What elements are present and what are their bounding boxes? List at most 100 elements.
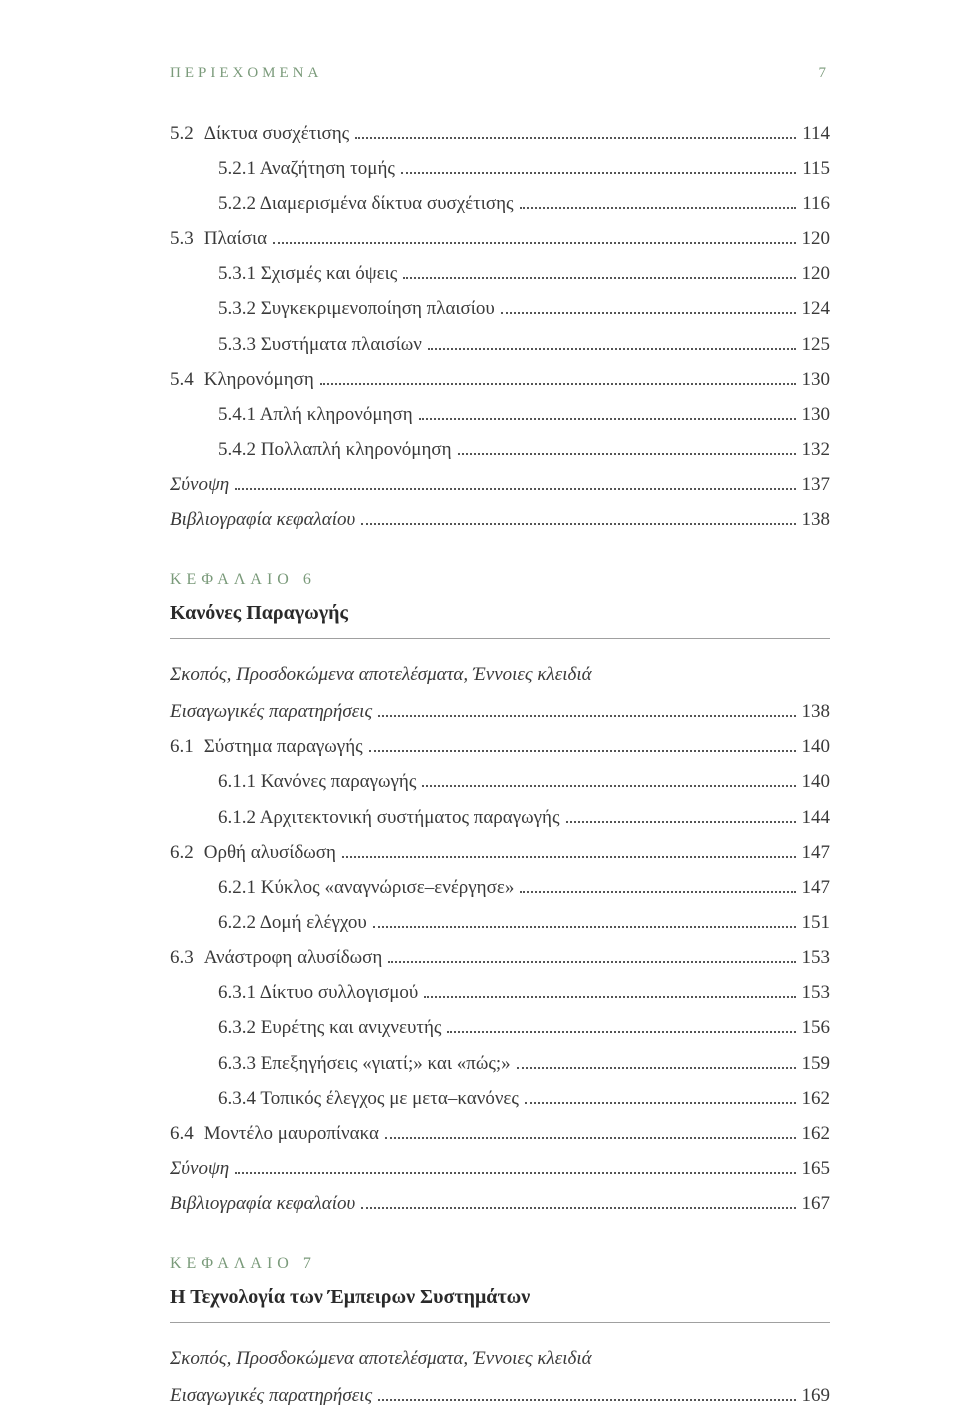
toc-row: 6.1.2 Αρχιτεκτονική συστήματος παραγωγής…	[218, 800, 830, 835]
toc-leader-dots	[385, 1123, 796, 1139]
toc-page-number: 169	[802, 1378, 831, 1413]
toc-leader-dots	[342, 842, 796, 858]
toc-entry-text: Ανάστροφη αλυσίδωση	[204, 940, 383, 975]
toc-row: 5.3.3 Συστήματα πλαισίων 125	[218, 327, 830, 362]
header-page-num: 7	[819, 60, 831, 88]
toc-page-number: 125	[802, 327, 831, 362]
toc-entry-text: 5.2.1 Αναζήτηση τομής	[218, 151, 395, 186]
toc-entry-text: Μοντέλο μαυροπίνακα	[204, 1116, 379, 1151]
toc-leader-dots	[501, 298, 796, 314]
toc-row: 6.3.1 Δίκτυο συλλογισμού153	[218, 975, 830, 1010]
toc-row: 5.4.2 Πολλαπλή κληρονόμηση 132	[218, 432, 830, 467]
toc-row: Βιβλιογραφία κεφαλαίου 138	[170, 502, 830, 537]
toc-page-number: 153	[802, 975, 831, 1010]
toc-leader-dots	[273, 228, 795, 244]
toc-row: 5.3.1 Σχισμές και όψεις 120	[218, 256, 830, 291]
toc-entry-text: 5.3.3 Συστήματα πλαισίων	[218, 327, 422, 362]
toc-block-pre: 5.2Δίκτυα συσχέτισης1145.2.1 Αναζήτηση τ…	[170, 116, 830, 538]
toc-row: 6.2.1 Κύκλος «αναγνώρισε–ενέργησε» 147	[218, 870, 830, 905]
toc-entry-text: Εισαγωγικές παρατηρήσεις	[170, 694, 372, 729]
toc-page-number: 124	[802, 291, 831, 326]
toc-row: 5.4Κληρονόμηση 130	[170, 362, 830, 397]
toc-entry-text: Κληρονόμηση	[204, 362, 314, 397]
toc-entry-text: 6.1.2 Αρχιτεκτονική συστήματος παραγωγής	[218, 800, 560, 835]
toc-entry-text: Σύστημα παραγωγής	[204, 729, 363, 764]
toc-page-number: 156	[802, 1010, 831, 1045]
toc-row: 6.3.4 Τοπικός έλεγχος με μετα–κανόνες 162	[218, 1081, 830, 1116]
chapter6-title: Κανόνες Παραγωγής	[170, 595, 830, 639]
toc-leader-dots	[566, 806, 796, 822]
toc-entry-text: Ορθή αλυσίδωση	[204, 835, 336, 870]
toc-page-number: 165	[802, 1151, 831, 1186]
chapter6-intro: Σκοπός, Προσδοκώμενα αποτελέσματα, Έννοι…	[170, 657, 830, 692]
toc-entry-text: 5.3.1 Σχισμές και όψεις	[218, 256, 397, 291]
toc-leader-dots	[458, 439, 796, 455]
toc-page-number: 132	[802, 432, 831, 467]
toc-entry-text: Βιβλιογραφία κεφαλαίου	[170, 502, 355, 537]
toc-leader-dots	[388, 947, 795, 963]
toc-row: 6.2.2 Δομή ελέγχου151	[218, 905, 830, 940]
toc-entry-text: 6.1.1 Κανόνες παραγωγής	[218, 764, 416, 799]
toc-block-ch6: Εισαγωγικές παρατηρήσεις1386.1Σύστημα πα…	[170, 694, 830, 1221]
toc-section-number: 6.4	[170, 1116, 204, 1151]
toc-entry-text: Εισαγωγικές παρατηρήσεις	[170, 1378, 372, 1413]
toc-leader-dots	[424, 982, 795, 998]
toc-page-number: 147	[802, 870, 831, 905]
toc-leader-dots	[378, 1385, 795, 1401]
toc-page-number: 120	[802, 256, 831, 291]
toc-entry-text: Βιβλιογραφία κεφαλαίου	[170, 1186, 355, 1221]
toc-page-number: 130	[802, 362, 831, 397]
toc-entry-text: Σύνοψη	[170, 1151, 229, 1186]
toc-leader-dots	[520, 193, 797, 209]
toc-entry-text: Σύνοψη	[170, 467, 229, 502]
toc-row: 5.2Δίκτυα συσχέτισης114	[170, 116, 830, 151]
toc-row: 5.3Πλαίσια120	[170, 221, 830, 256]
toc-section-number: 6.2	[170, 835, 204, 870]
toc-section-number: 5.2	[170, 116, 204, 151]
toc-leader-dots	[235, 1158, 795, 1174]
toc-section-number: 6.1	[170, 729, 204, 764]
toc-row: 6.2Ορθή αλυσίδωση 147	[170, 835, 830, 870]
toc-row: 5.2.2 Διαμερισμένα δίκτυα συσχέτισης116	[218, 186, 830, 221]
toc-page-number: 147	[802, 835, 831, 870]
toc-entry-text: 6.2.1 Κύκλος «αναγνώρισε–ενέργησε»	[218, 870, 514, 905]
toc-row: 6.1Σύστημα παραγωγής140	[170, 729, 830, 764]
toc-entry-text: 5.3.2 Συγκεκριμενοποίηση πλαισίου	[218, 291, 495, 326]
toc-page-number: 115	[802, 151, 830, 186]
toc-row: 6.3.2 Ευρέτης και ανιχνευτής156	[218, 1010, 830, 1045]
toc-page-number: 162	[802, 1081, 831, 1116]
toc-leader-dots	[369, 736, 796, 752]
toc-entry-text: 6.3.4 Τοπικός έλεγχος με μετα–κανόνες	[218, 1081, 519, 1116]
toc-page-number: 114	[802, 116, 830, 151]
toc-row: 5.4.1 Απλή κληρονόμηση130	[218, 397, 830, 432]
toc-leader-dots	[447, 1017, 795, 1033]
toc-page-number: 153	[802, 940, 831, 975]
toc-row: 6.1.1 Κανόνες παραγωγής140	[218, 764, 830, 799]
toc-page-number: 137	[802, 467, 831, 502]
chapter6-label: ΚΕΦΑΛΑΙΟ 6	[170, 565, 830, 595]
toc-page-number: 138	[802, 694, 831, 729]
toc-page-number: 130	[802, 397, 831, 432]
toc-leader-dots	[428, 333, 796, 349]
toc-leader-dots	[235, 474, 795, 490]
toc-row: Βιβλιογραφία κεφαλαίου167	[170, 1186, 830, 1221]
toc-leader-dots	[403, 263, 795, 279]
chapter7-intro: Σκοπός, Προσδοκώμενα αποτελέσματα, Έννοι…	[170, 1341, 830, 1376]
header-left: ΠΕΡΙΕΧΟΜΕΝΑ	[170, 60, 322, 88]
toc-page-number: 138	[802, 502, 831, 537]
toc-row: 5.3.2 Συγκεκριμενοποίηση πλαισίου 124	[218, 291, 830, 326]
toc-leader-dots	[520, 877, 795, 893]
toc-section-number: 5.4	[170, 362, 204, 397]
toc-leader-dots	[419, 404, 796, 420]
toc-leader-dots	[355, 123, 796, 139]
toc-leader-dots	[320, 369, 796, 385]
toc-leader-dots	[373, 912, 796, 928]
toc-row: Εισαγωγικές παρατηρήσεις 169	[170, 1378, 830, 1413]
toc-page-number: 144	[802, 800, 831, 835]
toc-leader-dots	[525, 1088, 796, 1104]
toc-block-ch7: Εισαγωγικές παρατηρήσεις 169	[170, 1378, 830, 1413]
toc-entry-text: 5.4.2 Πολλαπλή κληρονόμηση	[218, 432, 452, 467]
toc-entry-text: 6.3.3 Επεξηγήσεις «γιατί;» και «πώς;»	[218, 1046, 511, 1081]
chapter7-label: ΚΕΦΑΛΑΙΟ 7	[170, 1249, 830, 1279]
toc-row: Σύνοψη 137	[170, 467, 830, 502]
